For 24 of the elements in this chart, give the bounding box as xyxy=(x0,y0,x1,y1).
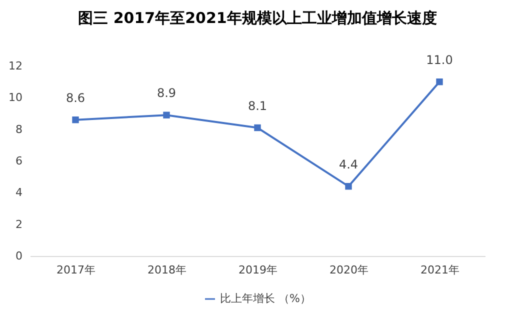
y-tick-label: 6 xyxy=(16,154,22,168)
x-tick-label: 2021年 xyxy=(420,264,460,276)
y-tick-label: 12 xyxy=(8,60,22,72)
x-tick-label: 2018年 xyxy=(148,264,186,276)
text: 8.9 xyxy=(156,86,176,100)
y-tick-label: 4 xyxy=(16,186,22,200)
text: 8.1 xyxy=(248,98,268,113)
point xyxy=(345,182,352,190)
y-tick-label: 2 xyxy=(16,218,22,231)
y-tick-label: 10 xyxy=(8,91,22,104)
text: 4.4 xyxy=(338,157,358,172)
point xyxy=(72,116,79,124)
legend-label: 比上年增长 （%） xyxy=(220,292,311,305)
y-tick-label: 0 xyxy=(16,250,22,262)
x-tick-label: 2020年 xyxy=(330,264,368,276)
y-tick-label: 8 xyxy=(16,122,22,136)
point xyxy=(436,78,443,86)
x-tick-label: 2019年 xyxy=(238,264,278,276)
text: 11.0 xyxy=(426,52,453,67)
point xyxy=(254,124,261,132)
text: 8.6 xyxy=(66,90,86,105)
chart-title: 图三 2017年至2021年规模以上工业增加值增长速度 xyxy=(78,8,437,27)
point xyxy=(163,112,170,118)
x-tick-label: 2017年 xyxy=(56,264,96,276)
